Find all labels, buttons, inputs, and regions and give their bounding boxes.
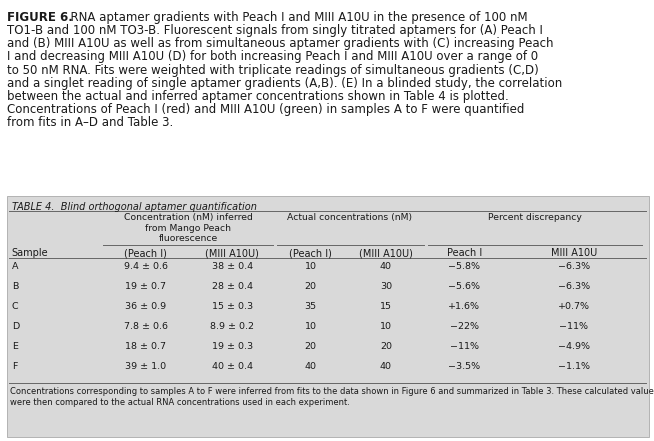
Text: 40: 40 <box>305 362 317 370</box>
Text: 20: 20 <box>380 342 392 351</box>
Text: −6.3%: −6.3% <box>558 262 590 271</box>
Text: 36 ± 0.9: 36 ± 0.9 <box>125 302 166 311</box>
Text: −6.3%: −6.3% <box>558 282 590 291</box>
Text: Peach I: Peach I <box>447 248 482 258</box>
Text: +1.6%: +1.6% <box>449 302 480 311</box>
Text: +0.7%: +0.7% <box>558 302 590 311</box>
Text: Percent discrepancy: Percent discrepancy <box>488 213 581 222</box>
Text: Actual concentrations (nM): Actual concentrations (nM) <box>287 213 413 222</box>
Text: −11%: −11% <box>559 322 589 331</box>
Text: 35: 35 <box>305 302 317 311</box>
Text: 15: 15 <box>380 302 392 311</box>
Text: 15 ± 0.3: 15 ± 0.3 <box>212 302 252 311</box>
Text: (Peach I): (Peach I) <box>124 248 167 258</box>
Text: C: C <box>12 302 18 311</box>
Text: −22%: −22% <box>450 322 479 331</box>
Text: TABLE 4.  Blind orthogonal aptamer quantification: TABLE 4. Blind orthogonal aptamer quanti… <box>12 202 256 212</box>
Text: 39 ± 1.0: 39 ± 1.0 <box>125 362 166 370</box>
Text: 10: 10 <box>305 322 317 331</box>
Text: Concentrations of Peach I (red) and MIII A10U (green) in samples A to F were qua: Concentrations of Peach I (red) and MIII… <box>7 103 524 116</box>
Text: 28 ± 0.4: 28 ± 0.4 <box>212 282 252 291</box>
Text: MIII A10U: MIII A10U <box>551 248 597 258</box>
Text: E: E <box>12 342 18 351</box>
Text: (MIII A10U): (MIII A10U) <box>205 248 259 258</box>
Text: FIGURE 6.: FIGURE 6. <box>7 11 73 24</box>
Text: 18 ± 0.7: 18 ± 0.7 <box>125 342 166 351</box>
Text: and (B) MIII A10U as well as from simultaneous aptamer gradients with (C) increa: and (B) MIII A10U as well as from simult… <box>7 37 553 50</box>
Text: −5.6%: −5.6% <box>449 282 480 291</box>
Text: 30: 30 <box>380 282 392 291</box>
Text: −1.1%: −1.1% <box>558 362 590 370</box>
Text: B: B <box>12 282 18 291</box>
Text: TO1-B and 100 nM TO3-B. Fluorescent signals from singly titrated aptamers for (A: TO1-B and 100 nM TO3-B. Fluorescent sign… <box>7 24 542 37</box>
Text: 7.8 ± 0.6: 7.8 ± 0.6 <box>124 322 167 331</box>
Text: 40: 40 <box>380 262 392 271</box>
Text: were then compared to the actual RNA concentrations used in each experiment.: were then compared to the actual RNA con… <box>10 398 351 407</box>
Text: A: A <box>12 262 18 271</box>
Text: 40: 40 <box>380 362 392 370</box>
Text: from fits in A–D and Table 3.: from fits in A–D and Table 3. <box>7 116 173 128</box>
Text: between the actual and inferred aptamer concentrations shown in Table 4 is plott: between the actual and inferred aptamer … <box>7 90 508 102</box>
Text: −3.5%: −3.5% <box>448 362 481 370</box>
Text: −5.8%: −5.8% <box>449 262 480 271</box>
Text: Sample: Sample <box>12 248 48 258</box>
Text: Concentrations corresponding to samples A to F were inferred from fits to the da: Concentrations corresponding to samples … <box>10 387 654 396</box>
Text: I and decreasing MIII A10U (D) for both increasing Peach I and MIII A10U over a : I and decreasing MIII A10U (D) for both … <box>7 51 538 64</box>
Text: 19 ± 0.3: 19 ± 0.3 <box>212 342 252 351</box>
Text: D: D <box>12 322 19 331</box>
Text: 19 ± 0.7: 19 ± 0.7 <box>125 282 166 291</box>
Text: (MIII A10U): (MIII A10U) <box>359 248 413 258</box>
Text: 8.9 ± 0.2: 8.9 ± 0.2 <box>210 322 254 331</box>
Text: 10: 10 <box>380 322 392 331</box>
Text: 38 ± 0.4: 38 ± 0.4 <box>212 262 252 271</box>
Text: RNA aptamer gradients with Peach I and MIII A10U in the presence of 100 nM: RNA aptamer gradients with Peach I and M… <box>63 11 527 24</box>
Text: Concentration (nM) inferred
from Mango Peach
fluorescence: Concentration (nM) inferred from Mango P… <box>124 213 252 243</box>
Text: −4.9%: −4.9% <box>558 342 590 351</box>
Text: 9.4 ± 0.6: 9.4 ± 0.6 <box>124 262 167 271</box>
Text: (Peach I): (Peach I) <box>289 248 332 258</box>
Text: 10: 10 <box>305 262 317 271</box>
Text: F: F <box>12 362 17 370</box>
Text: and a singlet reading of single aptamer gradients (A,B). (E) In a blinded study,: and a singlet reading of single aptamer … <box>7 77 562 90</box>
Text: 20: 20 <box>305 342 317 351</box>
Text: to 50 nM RNA. Fits were weighted with triplicate readings of simultaneous gradie: to 50 nM RNA. Fits were weighted with tr… <box>7 64 538 76</box>
Text: 20: 20 <box>305 282 317 291</box>
Text: −11%: −11% <box>450 342 479 351</box>
Text: 40 ± 0.4: 40 ± 0.4 <box>212 362 252 370</box>
